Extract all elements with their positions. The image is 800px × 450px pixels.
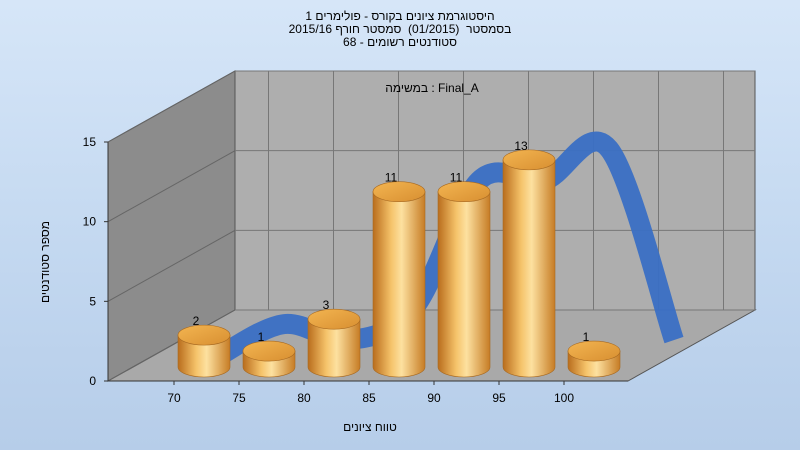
y-tick-label: 10 <box>83 215 97 229</box>
gridline-left <box>107 70 236 143</box>
bar-value-label: 2 <box>193 314 200 328</box>
title-line-2: בסמסטר (01/2015) סמסטר חורף 2015/16 <box>288 22 512 36</box>
bar-value-label: 13 <box>514 139 528 153</box>
bar-body <box>307 318 361 378</box>
x-tick-label: 75 <box>232 391 246 405</box>
y-tick-label: 15 <box>83 135 97 149</box>
bar-85: 11 <box>372 171 426 378</box>
bar-body <box>372 191 426 378</box>
bar-top <box>307 308 361 330</box>
bar-top <box>177 324 231 346</box>
bar-value-label: 1 <box>258 330 265 344</box>
bar-top <box>567 340 621 362</box>
bar-80: 3 <box>307 298 361 378</box>
bar-value-label: 1 <box>583 330 590 344</box>
bar-value-label: 11 <box>385 171 398 185</box>
y-tick-label: 0 <box>89 374 96 388</box>
axis-labels: 70 75 80 85 90 95 100 0 5 10 15 טווח ציונים מספר סטו… <box>38 81 574 434</box>
bar-body <box>177 334 231 378</box>
chart-annotation: במשימה : Final_A <box>385 81 479 95</box>
y-axis-title: מספר סטודנטים <box>38 221 52 303</box>
bar-90: 11 <box>437 171 491 378</box>
bar-top <box>242 340 296 362</box>
bar-body <box>437 191 491 378</box>
x-tick-label: 90 <box>427 391 441 405</box>
title-line-1: היסטוגרמת ציונים בקורס - פולימרים 1 <box>305 9 495 23</box>
x-axis-title: טווח ציונים <box>343 420 397 434</box>
bar-body <box>502 159 556 378</box>
title-line-3: סטודנטים רשומים - 68 <box>343 35 457 49</box>
gridline-left <box>107 309 236 382</box>
bar-top <box>502 149 556 171</box>
back-wall <box>234 70 756 311</box>
bar-100: 1 <box>567 330 621 378</box>
bar-top <box>372 181 426 203</box>
x-tick-label: 95 <box>492 391 506 405</box>
x-tick-label: 85 <box>362 391 376 405</box>
chart-title: היסטוגרמת ציונים בקורס - פולימרים 1 בסמס… <box>0 10 800 49</box>
gridline-left <box>107 150 236 223</box>
x-tick-label: 100 <box>554 391 574 405</box>
bar-70: 2 <box>177 314 231 378</box>
bar-value-label: 3 <box>323 298 330 312</box>
y-tick-label: 5 <box>89 294 96 308</box>
x-tick-label: 70 <box>167 391 181 405</box>
bar-95: 13 <box>502 139 556 378</box>
bar-top <box>437 181 491 203</box>
bar-value-label: 11 <box>450 171 463 185</box>
bar-75: 1 <box>242 330 296 378</box>
gridline-left <box>107 229 236 302</box>
x-tick-label: 80 <box>297 391 311 405</box>
